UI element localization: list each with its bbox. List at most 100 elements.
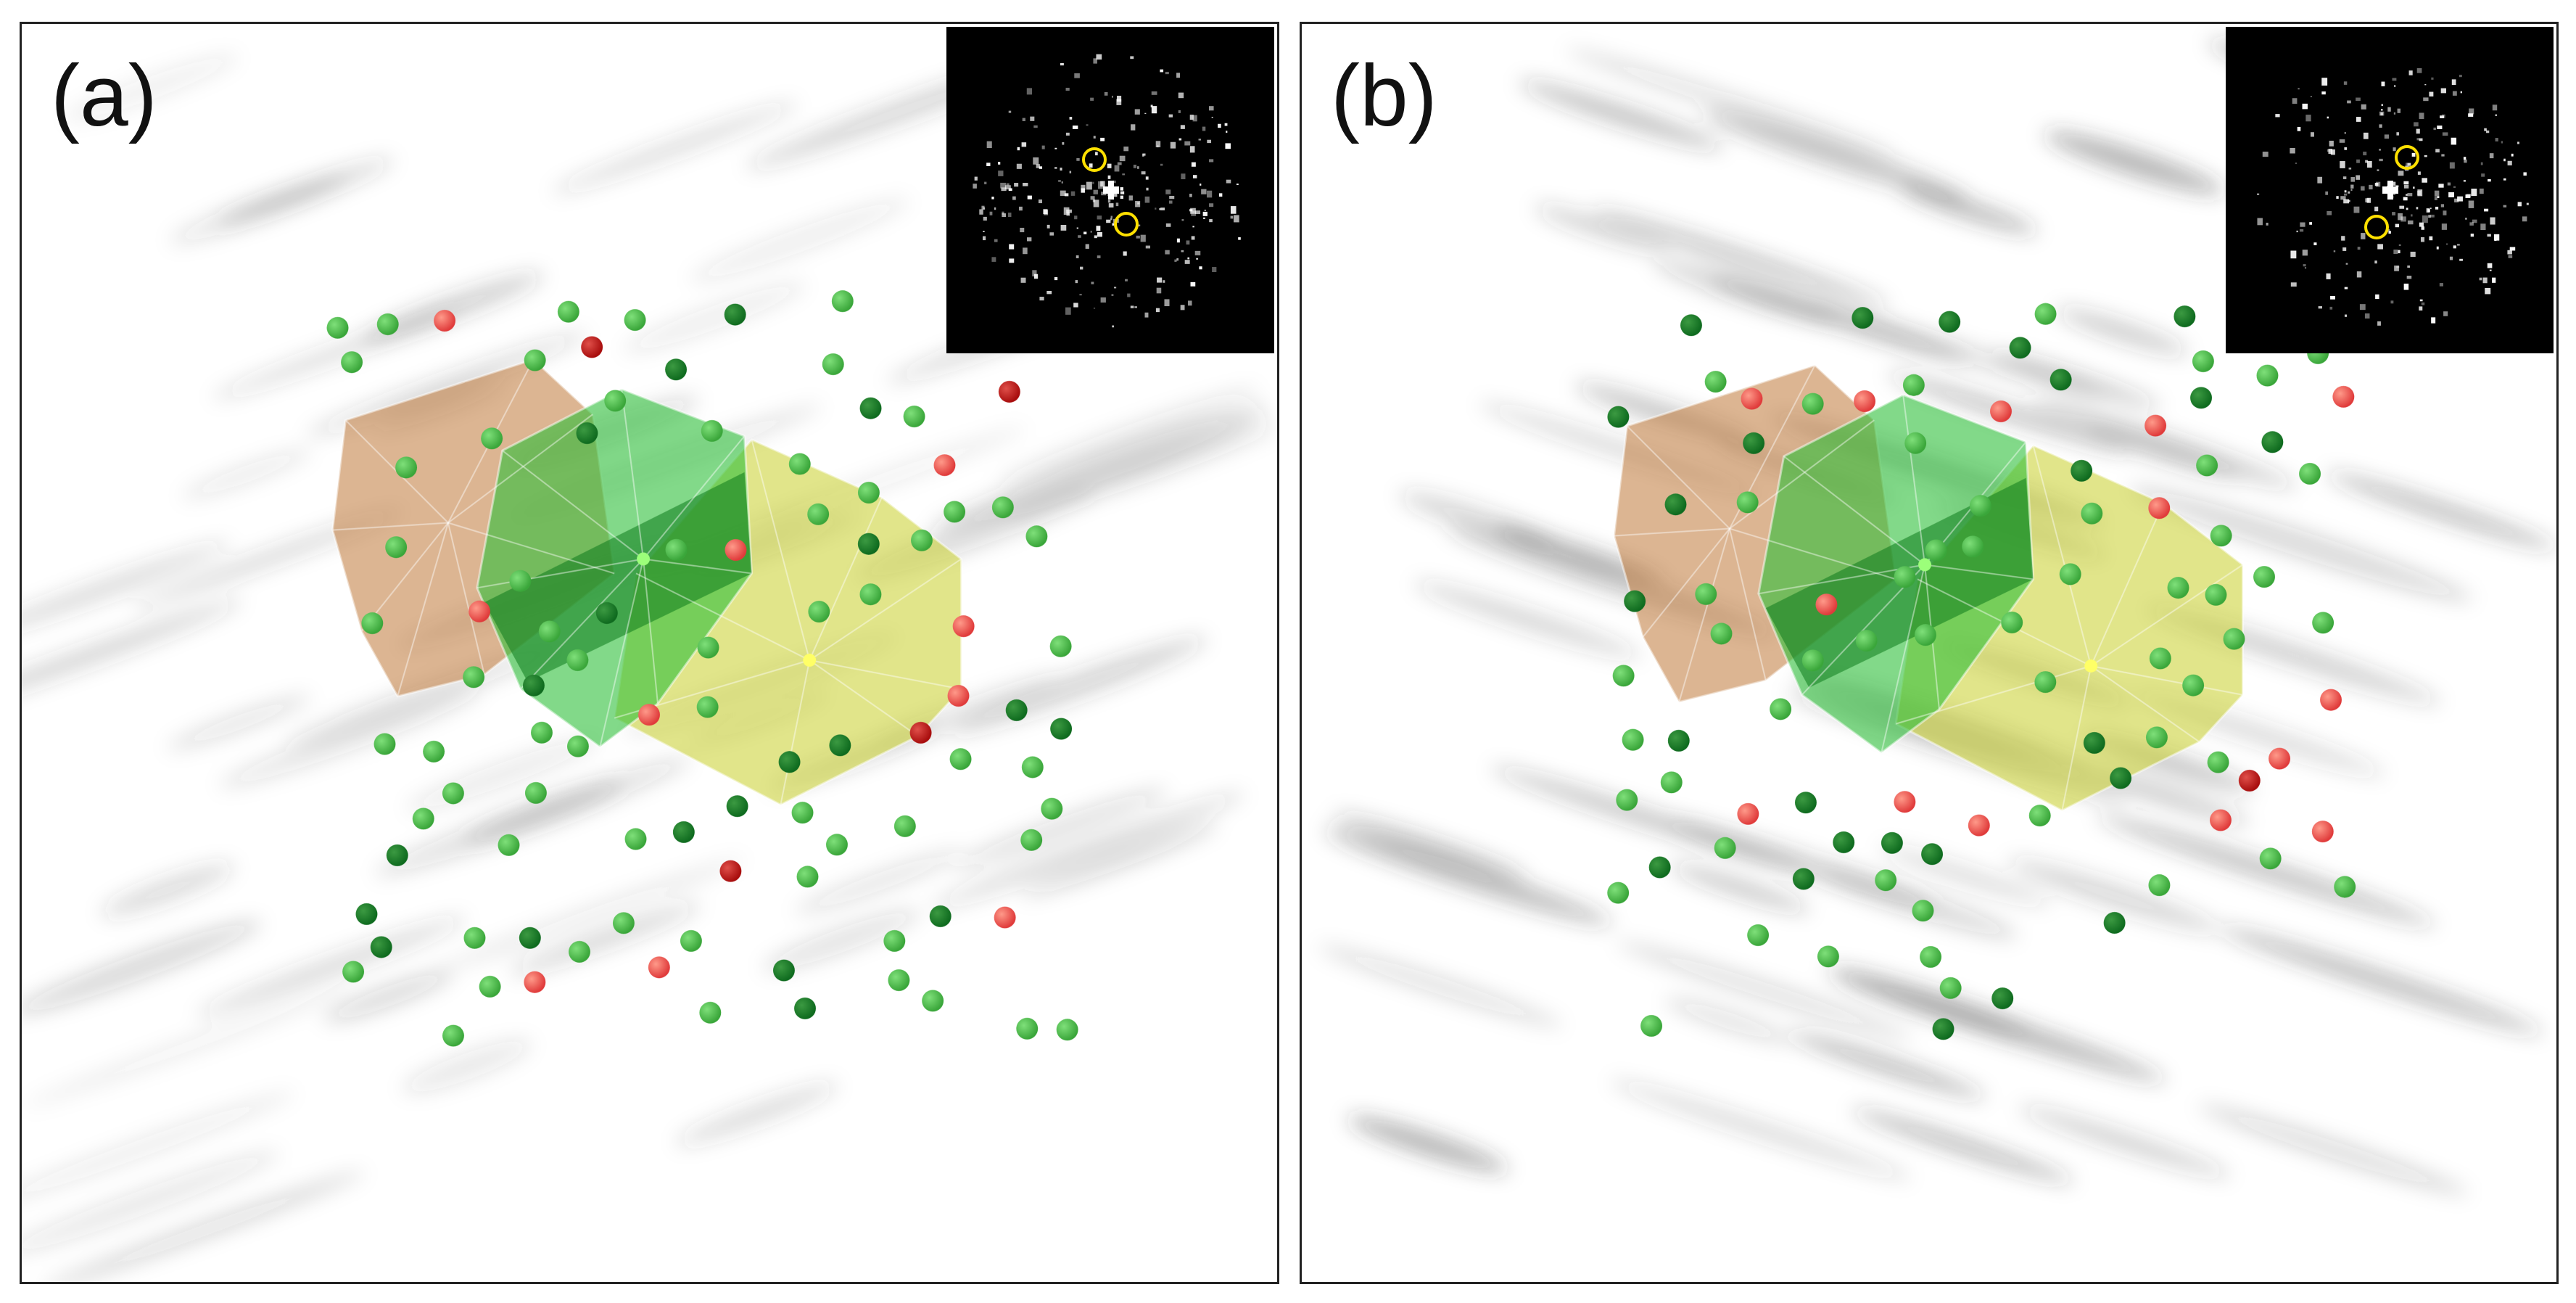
diffraction-spot xyxy=(2330,295,2335,300)
atom-red xyxy=(2148,497,2171,519)
diffraction-spot xyxy=(1104,91,1108,96)
diffraction-spot xyxy=(2330,149,2335,155)
atoms xyxy=(1607,303,2356,1040)
diffraction-spot xyxy=(1168,200,1173,204)
diffraction-spot xyxy=(1085,244,1089,249)
diffraction-spot xyxy=(2290,282,2297,287)
diffraction-spot xyxy=(1127,293,1131,297)
diffraction-spot xyxy=(2419,222,2424,227)
diffraction-spot xyxy=(1131,124,1136,131)
diffraction-spot xyxy=(1176,73,1181,78)
diffraction-spot xyxy=(1023,183,1028,186)
diffraction-spot xyxy=(2364,313,2370,319)
diffraction-spot xyxy=(2359,304,2366,311)
diffraction-spot xyxy=(2509,247,2516,251)
atom-green xyxy=(395,456,418,479)
diffraction-spot xyxy=(1065,87,1070,91)
diffraction-spot xyxy=(1123,147,1129,152)
diffraction-spot xyxy=(2511,153,2514,157)
atom-green xyxy=(1801,392,1824,415)
diffraction-spot xyxy=(1063,207,1070,215)
diffraction-spot xyxy=(1155,141,1161,148)
diffraction-spot xyxy=(1203,212,1208,216)
atom-green xyxy=(2253,566,2275,588)
diffraction-spot xyxy=(2441,223,2448,230)
diffraction-spot xyxy=(1100,297,1106,303)
diffraction-spot xyxy=(2454,198,2459,202)
diffraction-spot xyxy=(2321,78,2328,86)
diffraction-spot xyxy=(2275,114,2280,118)
diffraction-spot xyxy=(1100,137,1105,141)
diffraction-spot xyxy=(2481,173,2485,177)
atom-dark-green xyxy=(2071,459,2093,482)
diffraction-spot xyxy=(2310,132,2314,137)
atom-green xyxy=(2299,463,2321,485)
atom-green xyxy=(524,781,547,804)
diffraction-spot xyxy=(2390,300,2394,304)
shadow-streak xyxy=(1664,998,1792,1043)
diffraction-spot xyxy=(1192,226,1194,228)
diffraction-spot xyxy=(1116,99,1122,105)
diffraction-spot xyxy=(989,211,993,215)
atom-dark-green xyxy=(1664,493,1687,516)
diffraction-spot xyxy=(2403,283,2409,290)
diffraction-spot xyxy=(2350,189,2353,191)
diffraction-spot xyxy=(1008,213,1012,218)
diffraction-spot xyxy=(1074,215,1078,220)
diffraction-spot xyxy=(2365,198,2370,202)
atom-green xyxy=(2192,350,2214,372)
shadow-streak xyxy=(1617,941,1914,1040)
diffraction-spot xyxy=(2377,244,2383,250)
diffraction-spot xyxy=(1009,244,1015,250)
atom-green xyxy=(2182,674,2205,696)
atom-green xyxy=(1640,1015,1663,1037)
diffraction-spot xyxy=(2356,117,2361,122)
atom-dark-green xyxy=(2103,912,2126,934)
diffraction-spot xyxy=(1074,73,1080,78)
atom-red xyxy=(2332,385,2355,408)
atom-dark-green xyxy=(829,734,851,757)
diffraction-spot xyxy=(1146,187,1149,191)
diffraction-spot xyxy=(1027,195,1032,200)
diffraction-spot xyxy=(1206,190,1213,198)
shadow-streak xyxy=(323,971,453,1022)
atom-green xyxy=(2145,726,2168,749)
diffraction-spot xyxy=(1196,258,1199,260)
diffraction-spot xyxy=(1026,237,1032,242)
diffraction-spot xyxy=(1190,207,1196,214)
shadow-streak xyxy=(2097,814,2436,926)
diffraction-spot xyxy=(2345,263,2348,265)
diffraction-spot xyxy=(2434,197,2437,200)
diffraction-spot xyxy=(2419,299,2423,302)
diffraction-spot xyxy=(2416,128,2420,134)
diffraction-spot xyxy=(2445,243,2448,245)
diffraction-spot xyxy=(2309,222,2312,225)
diffraction-spot xyxy=(2408,70,2413,75)
atom-dark-red xyxy=(581,336,603,358)
diffraction-spot xyxy=(2492,277,2496,283)
diffraction-spot xyxy=(1165,71,1169,75)
atom-green xyxy=(1920,945,1942,968)
diffraction-spot xyxy=(2295,163,2298,164)
diffraction-spot xyxy=(1130,56,1134,59)
diffraction-spot xyxy=(2429,236,2433,241)
diffraction-spot xyxy=(2459,258,2463,261)
diffraction-inset xyxy=(2226,27,2554,353)
diffraction-spot xyxy=(2369,184,2373,190)
atom-green xyxy=(1736,491,1759,514)
diffraction-spot xyxy=(2398,170,2404,176)
diffraction-spot xyxy=(1060,224,1067,231)
diffraction-spot xyxy=(2257,218,2263,226)
atom-green xyxy=(1041,797,1063,820)
atom-green xyxy=(2205,583,2227,606)
shadow-streak xyxy=(1324,829,1612,925)
atom-green xyxy=(376,313,399,335)
diffraction-spot xyxy=(1134,306,1137,308)
diffraction-spot xyxy=(1189,115,1194,120)
diffraction-spot xyxy=(2428,215,2431,218)
atom-dark-green xyxy=(1050,718,1073,740)
diffraction-spot xyxy=(982,236,986,241)
atom-green xyxy=(412,807,434,830)
diffraction-spot xyxy=(1076,227,1078,229)
diffraction-spot xyxy=(1008,188,1012,192)
